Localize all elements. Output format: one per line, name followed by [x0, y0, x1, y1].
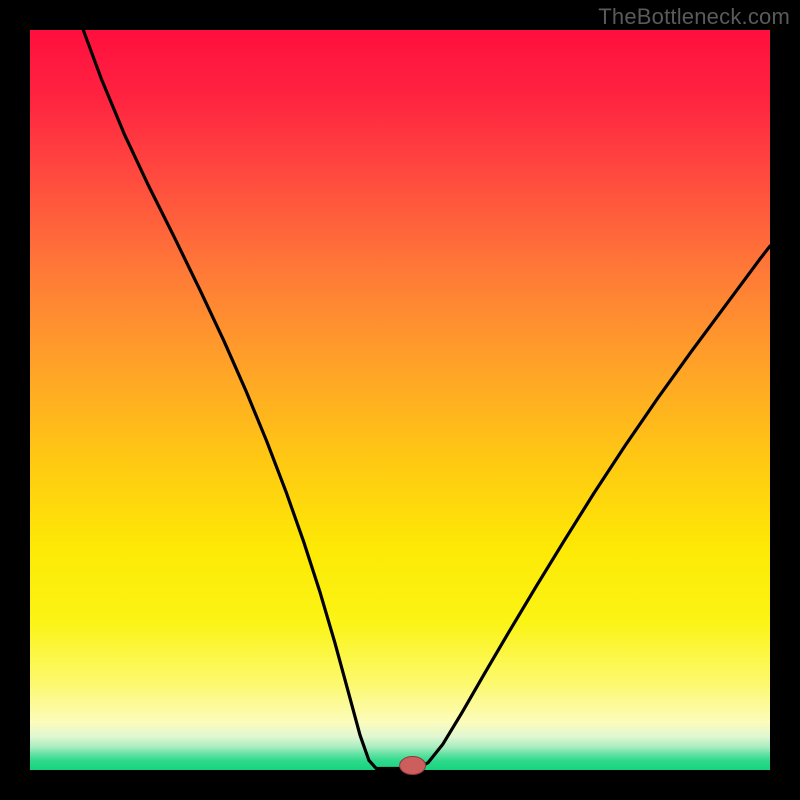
plot-background — [30, 30, 770, 770]
chart-container: TheBottleneck.com — [0, 0, 800, 800]
marker-point — [400, 757, 426, 775]
watermark-text: TheBottleneck.com — [598, 4, 790, 30]
chart-svg — [0, 0, 800, 800]
